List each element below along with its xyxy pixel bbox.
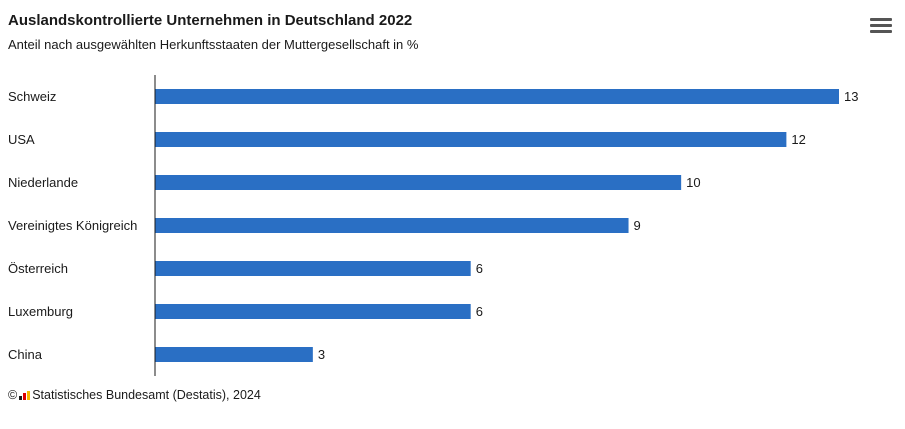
- value-label: 10: [686, 175, 700, 190]
- destatis-logo-icon: [19, 391, 31, 400]
- category-label: Schweiz: [8, 89, 56, 104]
- value-label: 13: [844, 89, 858, 104]
- copyright-symbol: ©: [8, 388, 18, 402]
- bar[interactable]: [155, 89, 839, 104]
- value-label: 9: [634, 218, 641, 233]
- value-label: 6: [476, 261, 483, 276]
- hamburger-menu-icon[interactable]: [870, 18, 892, 36]
- category-label: China: [8, 347, 43, 362]
- value-label: 3: [318, 347, 325, 362]
- value-label: 6: [476, 304, 483, 319]
- bar[interactable]: [155, 261, 471, 276]
- category-label: Vereinigtes Königreich: [8, 218, 137, 233]
- chart-title: Auslandskontrollierte Unternehmen in Deu…: [8, 12, 413, 29]
- bar[interactable]: [155, 218, 629, 233]
- source-footer: © Statistisches Bundesamt (Destatis), 202…: [8, 388, 261, 402]
- category-label: Niederlande: [8, 175, 78, 190]
- category-label: Luxemburg: [8, 304, 73, 319]
- bar[interactable]: [155, 175, 682, 190]
- bar[interactable]: [155, 132, 787, 147]
- chart-subtitle: Anteil nach ausgewählten Herkunftsstaate…: [8, 37, 419, 52]
- category-label: USA: [8, 132, 35, 147]
- bar[interactable]: [155, 347, 313, 362]
- value-label: 12: [791, 132, 805, 147]
- category-label: Österreich: [8, 261, 68, 276]
- source-text: Statistisches Bundesamt (Destatis), 2024: [32, 388, 261, 402]
- bar[interactable]: [155, 304, 471, 319]
